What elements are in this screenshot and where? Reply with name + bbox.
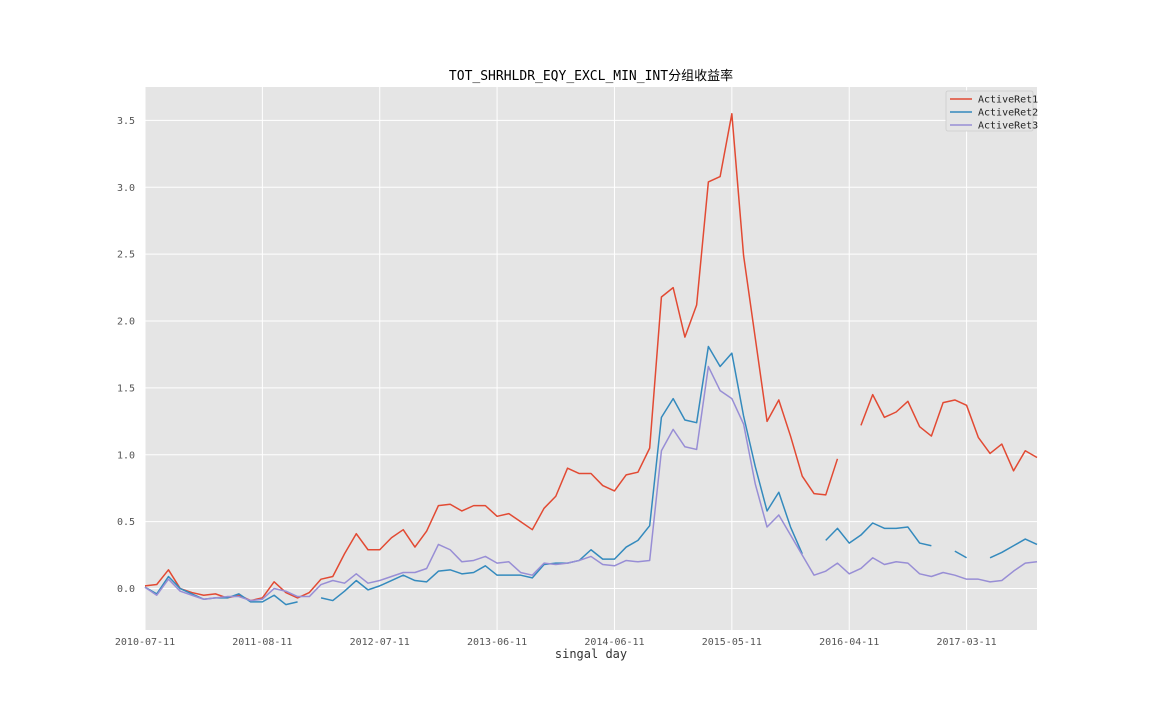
grid xyxy=(144,87,1037,630)
y-tick-label: 2.5 xyxy=(117,250,135,261)
x-tick-label: 2015-05-11 xyxy=(702,637,762,648)
x-tick-label: 2016-04-11 xyxy=(819,637,879,648)
legend-frame xyxy=(945,90,1034,132)
x-tick-label: 2013-06-11 xyxy=(467,637,527,648)
y-tick-label: 1.5 xyxy=(117,383,135,394)
y-tick-label: 2.0 xyxy=(117,317,135,328)
y-tick-label: 3.5 xyxy=(117,116,135,127)
y-tick-label: 0.5 xyxy=(117,517,135,528)
legend-label: ActiveRet2 xyxy=(978,108,1038,119)
x-tick-label: 2014-06-11 xyxy=(584,637,644,648)
series-line-ActiveRet3 xyxy=(144,365,1038,602)
chart-title: TOT_SHRHLDR_EQY_EXCL_MIN_INT分组收益率 xyxy=(449,68,733,84)
x-tick-label: 2012-07-11 xyxy=(350,637,410,648)
legend-label: ActiveRet3 xyxy=(978,121,1038,132)
x-axis: 2010-07-11 2011-08-11 2012-07-11 2013-06-11… xyxy=(115,637,997,648)
y-tick-label: 3.0 xyxy=(117,183,135,194)
legend-label: ActiveRet1 xyxy=(978,95,1038,106)
series-layer xyxy=(144,113,1038,606)
x-axis-label: singal day xyxy=(555,647,627,661)
x-tick-label: 2017-03-11 xyxy=(936,637,996,648)
y-axis: 0.0 0.5 1.0 1.5 2.0 2.5 3.0 3.5 xyxy=(117,116,135,595)
x-tick-label: 2011-08-11 xyxy=(232,637,292,648)
series-line-ActiveRet1 xyxy=(144,113,1038,602)
y-tick-label: 1.0 xyxy=(117,450,135,461)
x-tick-label: 2010-07-11 xyxy=(115,637,175,648)
plot-background xyxy=(145,87,1037,630)
y-tick-label: 0.0 xyxy=(117,584,135,595)
legend: ActiveRet1 ActiveRet2 ActiveRet3 xyxy=(945,90,1038,132)
